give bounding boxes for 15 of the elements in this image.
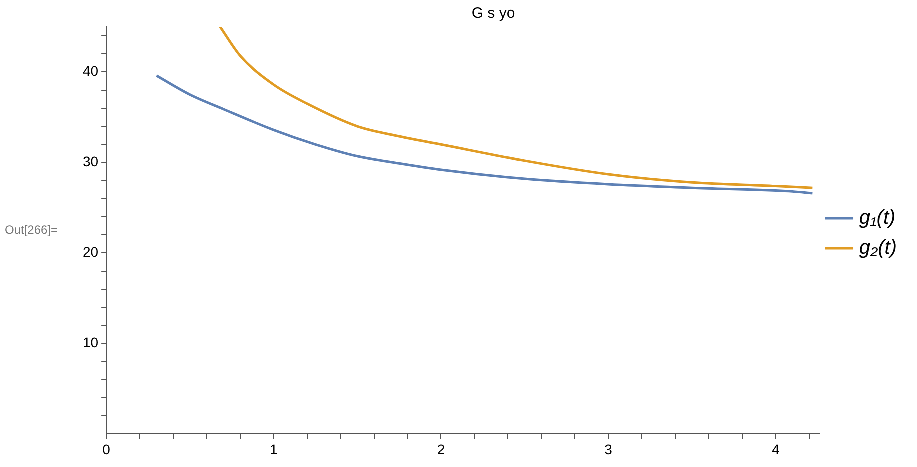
y-tick-label: 30 bbox=[82, 154, 99, 170]
x-tick-label: 2 bbox=[437, 441, 446, 458]
line-series bbox=[156, 74, 814, 195]
line-series bbox=[219, 27, 814, 190]
x-tick-label: 3 bbox=[604, 441, 613, 458]
chart-title: G s yo bbox=[472, 5, 516, 22]
y-tick-label: 10 bbox=[82, 334, 99, 351]
text: Out[266]= bbox=[5, 222, 58, 237]
x-tick-label: 0 bbox=[102, 441, 111, 458]
x-tick-label: 4 bbox=[772, 441, 780, 458]
x-tick-label: 1 bbox=[270, 441, 278, 458]
legend-label: g₁(t) bbox=[859, 207, 896, 230]
y-tick-label: 20 bbox=[82, 244, 99, 260]
legend-label: g₂(t) bbox=[859, 237, 898, 260]
y-tick-label: 40 bbox=[82, 63, 99, 80]
